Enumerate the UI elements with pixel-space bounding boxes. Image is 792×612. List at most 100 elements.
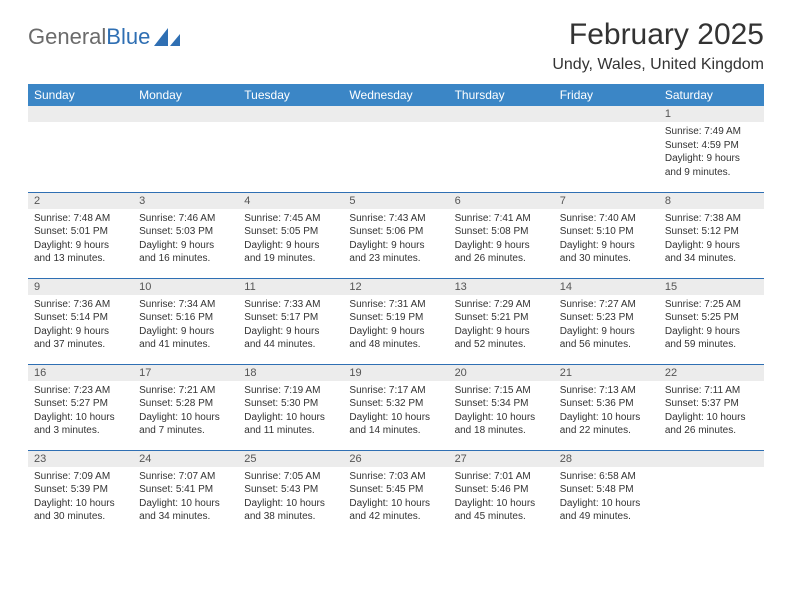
day-data: Sunrise: 7:19 AMSunset: 5:30 PMDaylight:… — [238, 381, 343, 442]
calendar-cell: 17Sunrise: 7:21 AMSunset: 5:28 PMDayligh… — [133, 364, 238, 450]
weekday-header: Thursday — [449, 84, 554, 106]
day-data: Sunrise: 7:40 AMSunset: 5:10 PMDaylight:… — [554, 209, 659, 270]
day-data: Sunrise: 7:48 AMSunset: 5:01 PMDaylight:… — [28, 209, 133, 270]
day-number — [659, 451, 764, 467]
calendar-cell: 18Sunrise: 7:19 AMSunset: 5:30 PMDayligh… — [238, 364, 343, 450]
day-data: Sunrise: 7:31 AMSunset: 5:19 PMDaylight:… — [343, 295, 448, 356]
day-data: Sunrise: 7:23 AMSunset: 5:27 PMDaylight:… — [28, 381, 133, 442]
weekday-header: Tuesday — [238, 84, 343, 106]
day-data: Sunrise: 7:05 AMSunset: 5:43 PMDaylight:… — [238, 467, 343, 528]
calendar-cell: 8Sunrise: 7:38 AMSunset: 5:12 PMDaylight… — [659, 192, 764, 278]
calendar-cell — [238, 106, 343, 192]
calendar-table: SundayMondayTuesdayWednesdayThursdayFrid… — [28, 84, 764, 536]
day-number: 9 — [28, 279, 133, 295]
day-data: Sunrise: 7:17 AMSunset: 5:32 PMDaylight:… — [343, 381, 448, 442]
day-number: 19 — [343, 365, 448, 381]
day-data: Sunrise: 7:33 AMSunset: 5:17 PMDaylight:… — [238, 295, 343, 356]
calendar-week-row: 9Sunrise: 7:36 AMSunset: 5:14 PMDaylight… — [28, 278, 764, 364]
day-number: 24 — [133, 451, 238, 467]
logo-text-general: General — [28, 24, 106, 50]
calendar-cell: 19Sunrise: 7:17 AMSunset: 5:32 PMDayligh… — [343, 364, 448, 450]
weekday-header: Monday — [133, 84, 238, 106]
day-number: 25 — [238, 451, 343, 467]
day-data: Sunrise: 7:29 AMSunset: 5:21 PMDaylight:… — [449, 295, 554, 356]
day-number: 23 — [28, 451, 133, 467]
weekday-header-row: SundayMondayTuesdayWednesdayThursdayFrid… — [28, 84, 764, 106]
day-number: 26 — [343, 451, 448, 467]
location: Undy, Wales, United Kingdom — [552, 56, 764, 74]
day-data: Sunrise: 7:38 AMSunset: 5:12 PMDaylight:… — [659, 209, 764, 270]
calendar-week-row: 23Sunrise: 7:09 AMSunset: 5:39 PMDayligh… — [28, 450, 764, 536]
day-data: Sunrise: 7:49 AMSunset: 4:59 PMDaylight:… — [659, 122, 764, 183]
day-number: 3 — [133, 193, 238, 209]
calendar-cell: 4Sunrise: 7:45 AMSunset: 5:05 PMDaylight… — [238, 192, 343, 278]
calendar-cell: 15Sunrise: 7:25 AMSunset: 5:25 PMDayligh… — [659, 278, 764, 364]
day-number: 27 — [449, 451, 554, 467]
calendar-cell: 25Sunrise: 7:05 AMSunset: 5:43 PMDayligh… — [238, 450, 343, 536]
calendar-cell: 27Sunrise: 7:01 AMSunset: 5:46 PMDayligh… — [449, 450, 554, 536]
day-number: 20 — [449, 365, 554, 381]
day-number: 10 — [133, 279, 238, 295]
day-number — [554, 106, 659, 122]
calendar-week-row: 16Sunrise: 7:23 AMSunset: 5:27 PMDayligh… — [28, 364, 764, 450]
calendar-cell: 22Sunrise: 7:11 AMSunset: 5:37 PMDayligh… — [659, 364, 764, 450]
day-data: Sunrise: 7:03 AMSunset: 5:45 PMDaylight:… — [343, 467, 448, 528]
day-data: Sunrise: 7:36 AMSunset: 5:14 PMDaylight:… — [28, 295, 133, 356]
day-number: 17 — [133, 365, 238, 381]
weekday-header: Sunday — [28, 84, 133, 106]
day-data: Sunrise: 7:15 AMSunset: 5:34 PMDaylight:… — [449, 381, 554, 442]
day-number: 5 — [343, 193, 448, 209]
day-number: 11 — [238, 279, 343, 295]
calendar-cell — [133, 106, 238, 192]
calendar-cell — [28, 106, 133, 192]
calendar-cell: 21Sunrise: 7:13 AMSunset: 5:36 PMDayligh… — [554, 364, 659, 450]
weekday-header: Saturday — [659, 84, 764, 106]
day-number: 6 — [449, 193, 554, 209]
calendar-cell: 26Sunrise: 7:03 AMSunset: 5:45 PMDayligh… — [343, 450, 448, 536]
logo-text-blue: Blue — [106, 24, 150, 50]
day-data: Sunrise: 7:27 AMSunset: 5:23 PMDaylight:… — [554, 295, 659, 356]
day-data: Sunrise: 7:34 AMSunset: 5:16 PMDaylight:… — [133, 295, 238, 356]
calendar-cell — [449, 106, 554, 192]
day-data: Sunrise: 7:46 AMSunset: 5:03 PMDaylight:… — [133, 209, 238, 270]
day-number: 16 — [28, 365, 133, 381]
calendar-cell — [554, 106, 659, 192]
day-number: 1 — [659, 106, 764, 122]
day-data: Sunrise: 7:13 AMSunset: 5:36 PMDaylight:… — [554, 381, 659, 442]
title-block: February 2025 Undy, Wales, United Kingdo… — [552, 18, 764, 74]
weekday-header: Wednesday — [343, 84, 448, 106]
day-data: Sunrise: 7:07 AMSunset: 5:41 PMDaylight:… — [133, 467, 238, 528]
day-data: Sunrise: 7:43 AMSunset: 5:06 PMDaylight:… — [343, 209, 448, 270]
calendar-cell: 20Sunrise: 7:15 AMSunset: 5:34 PMDayligh… — [449, 364, 554, 450]
calendar-cell: 16Sunrise: 7:23 AMSunset: 5:27 PMDayligh… — [28, 364, 133, 450]
day-number: 18 — [238, 365, 343, 381]
calendar-body: 1Sunrise: 7:49 AMSunset: 4:59 PMDaylight… — [28, 106, 764, 536]
logo: GeneralBlue — [28, 18, 180, 50]
month-title: February 2025 — [552, 18, 764, 52]
day-number — [238, 106, 343, 122]
calendar-cell: 6Sunrise: 7:41 AMSunset: 5:08 PMDaylight… — [449, 192, 554, 278]
day-number — [28, 106, 133, 122]
day-data: Sunrise: 7:09 AMSunset: 5:39 PMDaylight:… — [28, 467, 133, 528]
calendar-cell: 14Sunrise: 7:27 AMSunset: 5:23 PMDayligh… — [554, 278, 659, 364]
day-data: Sunrise: 7:25 AMSunset: 5:25 PMDaylight:… — [659, 295, 764, 356]
calendar-cell: 12Sunrise: 7:31 AMSunset: 5:19 PMDayligh… — [343, 278, 448, 364]
logo-sail-icon — [154, 28, 180, 46]
day-number: 2 — [28, 193, 133, 209]
calendar-week-row: 2Sunrise: 7:48 AMSunset: 5:01 PMDaylight… — [28, 192, 764, 278]
calendar-cell — [659, 450, 764, 536]
day-number — [133, 106, 238, 122]
calendar-cell — [343, 106, 448, 192]
day-number: 14 — [554, 279, 659, 295]
day-number: 15 — [659, 279, 764, 295]
day-number: 13 — [449, 279, 554, 295]
calendar-cell: 23Sunrise: 7:09 AMSunset: 5:39 PMDayligh… — [28, 450, 133, 536]
calendar-cell: 1Sunrise: 7:49 AMSunset: 4:59 PMDaylight… — [659, 106, 764, 192]
day-number: 12 — [343, 279, 448, 295]
calendar-cell: 13Sunrise: 7:29 AMSunset: 5:21 PMDayligh… — [449, 278, 554, 364]
calendar-cell: 7Sunrise: 7:40 AMSunset: 5:10 PMDaylight… — [554, 192, 659, 278]
calendar-cell: 9Sunrise: 7:36 AMSunset: 5:14 PMDaylight… — [28, 278, 133, 364]
weekday-header: Friday — [554, 84, 659, 106]
day-number — [343, 106, 448, 122]
day-number — [449, 106, 554, 122]
